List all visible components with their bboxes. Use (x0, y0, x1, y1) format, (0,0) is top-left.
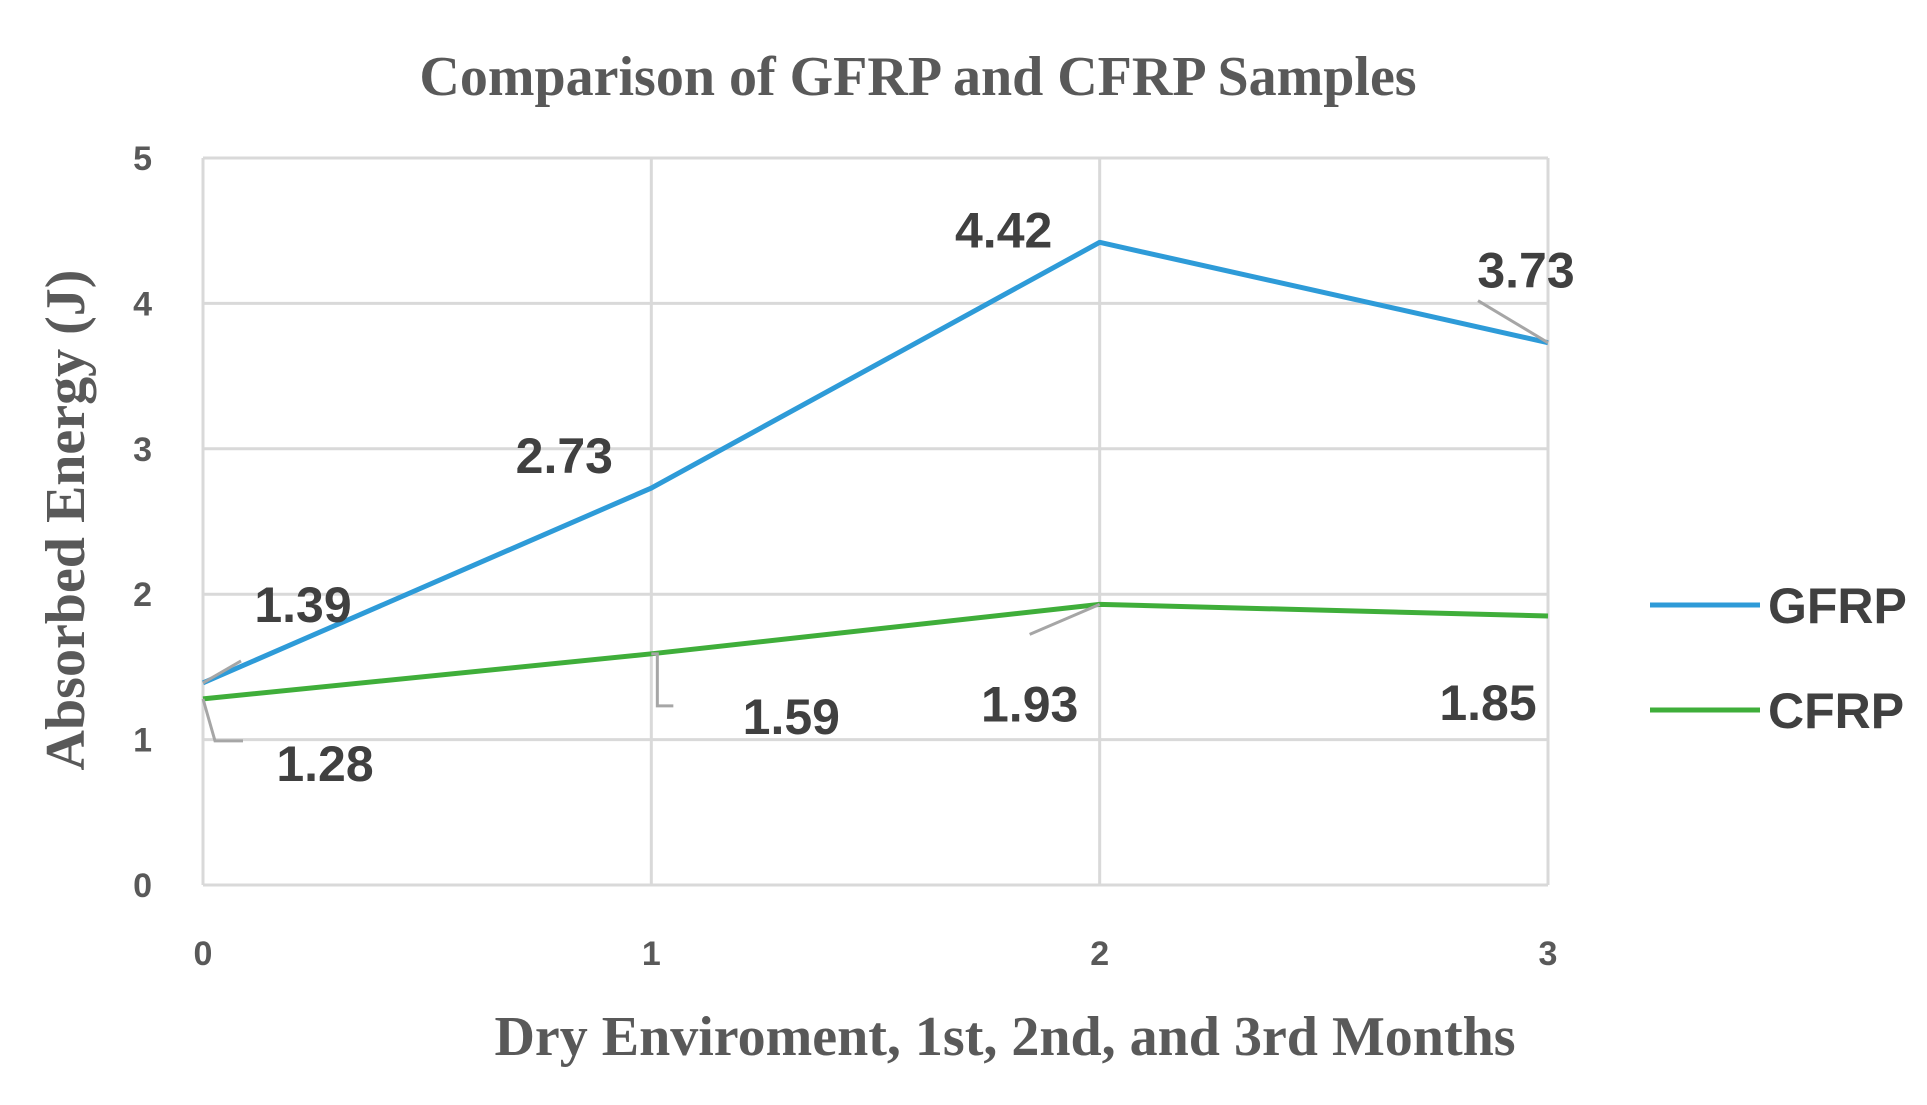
data-label-gfrp: 3.73 (1477, 243, 1574, 299)
x-tick-label: 0 (194, 935, 213, 973)
y-tick-label: 1 (133, 722, 152, 760)
data-label-cfrp: 1.59 (743, 689, 840, 745)
data-label-gfrp: 2.73 (516, 428, 613, 484)
data-labels: 1.39 2.73 4.42 3.73 1.28 1.59 1.93 1.85 (254, 202, 1574, 792)
x-axis-title: Dry Enviroment, 1st, 2nd, and 3rd Months (494, 1006, 1515, 1068)
x-tick-label: 1 (642, 935, 661, 973)
y-tick-label: 0 (133, 867, 152, 905)
grid (203, 156, 1550, 885)
data-label-cfrp: 1.28 (276, 736, 373, 792)
chart-title: Comparison of GFRP and CFRP Samples (419, 46, 1416, 108)
leader-line-gfrp (1477, 299, 1549, 344)
y-tick-label: 2 (133, 576, 152, 614)
leader-line-cfrp (201, 698, 243, 743)
leader-line-gfrp (202, 659, 242, 685)
data-label-cfrp: 1.85 (1439, 675, 1536, 731)
leader-line-cfrp (651, 652, 674, 708)
series-line-gfrp (202, 239, 1549, 686)
data-label-cfrp: 1.93 (981, 676, 1078, 732)
data-label-gfrp: 1.39 (254, 577, 351, 633)
y-tick-label: 4 (133, 285, 152, 323)
y-tick-label: 3 (133, 431, 152, 469)
x-tick-label: 2 (1090, 935, 1109, 973)
axes (201, 158, 1548, 887)
data-label-leaders (201, 299, 1549, 743)
data-label-gfrp: 4.42 (955, 202, 1052, 258)
x-tick-label: 3 (1539, 935, 1558, 973)
series-line-cfrp (202, 601, 1549, 702)
legend-label-cfrp: CFRP (1768, 683, 1904, 739)
y-tick-label: 5 (133, 140, 152, 178)
legend: GFRP CFRP (1650, 578, 1907, 739)
leader-line-cfrp (1029, 602, 1101, 636)
tick-labels: 0 1 2 3 4 5 0 1 2 3 (133, 140, 1557, 973)
y-axis-title: Absorbed Energy (J) (35, 270, 97, 771)
legend-label-gfrp: GFRP (1768, 578, 1907, 634)
